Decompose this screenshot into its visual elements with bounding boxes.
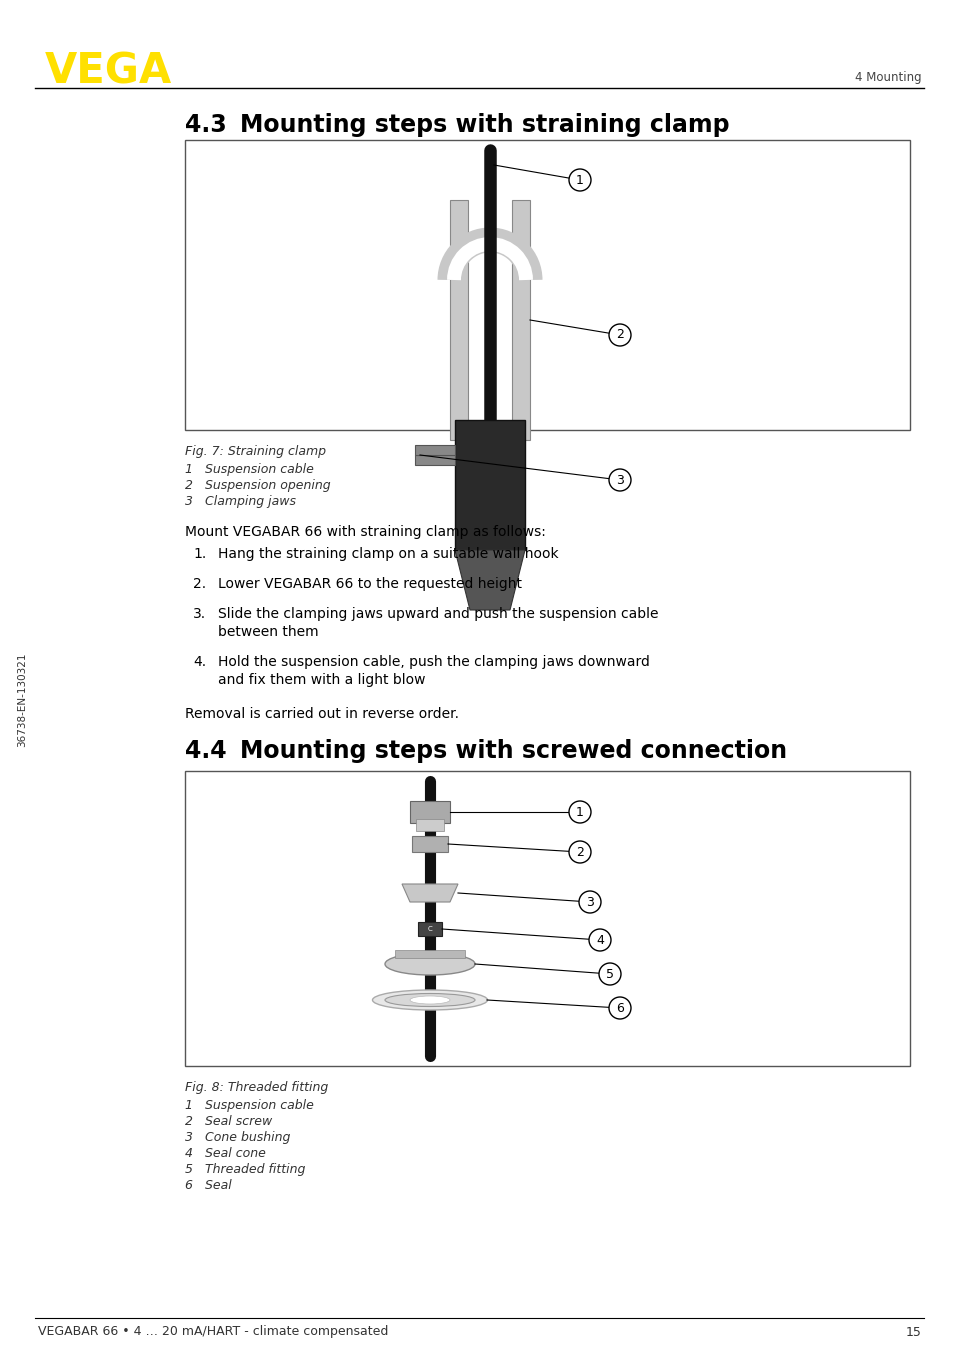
FancyBboxPatch shape [450,200,468,440]
Circle shape [608,997,630,1020]
FancyBboxPatch shape [415,445,455,455]
Ellipse shape [410,997,450,1005]
Circle shape [578,891,600,913]
Text: 3: 3 [616,474,623,486]
Text: Removal is carried out in reverse order.: Removal is carried out in reverse order. [185,707,458,720]
Circle shape [608,324,630,347]
Text: Mounting steps with straining clamp: Mounting steps with straining clamp [240,112,729,137]
Circle shape [568,802,590,823]
Text: 4: 4 [596,933,603,946]
Text: 2.: 2. [193,577,206,590]
Text: 4.3: 4.3 [185,112,227,137]
Text: 1: 1 [576,173,583,187]
Text: VEGA: VEGA [45,51,172,93]
Text: Hang the straining clamp on a suitable wall hook: Hang the straining clamp on a suitable w… [218,547,558,561]
Text: 1   Suspension cable: 1 Suspension cable [185,463,314,477]
Circle shape [568,169,590,191]
FancyBboxPatch shape [417,922,441,936]
Text: between them: between them [218,626,318,639]
FancyBboxPatch shape [416,819,443,831]
Text: 2   Suspension opening: 2 Suspension opening [185,479,331,492]
Text: 4   Seal cone: 4 Seal cone [185,1147,266,1160]
Text: 1.: 1. [193,547,206,561]
Ellipse shape [385,994,475,1006]
Text: 15: 15 [905,1326,921,1339]
Text: Mount VEGABAR 66 with straining clamp as follows:: Mount VEGABAR 66 with straining clamp as… [185,525,545,539]
Bar [185,139,909,431]
Bar [185,770,909,1066]
Circle shape [598,963,620,984]
Text: 3.: 3. [193,607,206,621]
Text: 1: 1 [576,806,583,819]
Text: 5   Threaded fitting: 5 Threaded fitting [185,1163,305,1177]
Text: 1   Suspension cable: 1 Suspension cable [185,1099,314,1112]
Text: Fig. 8: Threaded fitting: Fig. 8: Threaded fitting [185,1080,328,1094]
Text: 5: 5 [605,968,614,980]
Polygon shape [401,884,457,902]
Text: Lower VEGABAR 66 to the requested height: Lower VEGABAR 66 to the requested height [218,577,521,590]
FancyBboxPatch shape [410,802,450,823]
FancyBboxPatch shape [395,951,464,959]
Text: 2   Seal screw: 2 Seal screw [185,1114,272,1128]
FancyBboxPatch shape [412,835,448,852]
Text: 2: 2 [616,329,623,341]
Text: 6   Seal: 6 Seal [185,1179,232,1192]
Text: Hold the suspension cable, push the clamping jaws downward: Hold the suspension cable, push the clam… [218,655,649,669]
Text: 4.4: 4.4 [185,739,227,764]
Ellipse shape [385,953,475,975]
Text: 3   Clamping jaws: 3 Clamping jaws [185,496,295,508]
Text: Fig. 7: Straining clamp: Fig. 7: Straining clamp [185,445,326,458]
Text: 36738-EN-130321: 36738-EN-130321 [17,653,27,747]
Text: 6: 6 [616,1002,623,1014]
Circle shape [608,468,630,492]
FancyBboxPatch shape [512,200,530,440]
Text: 4.: 4. [193,655,206,669]
Text: 3   Cone bushing: 3 Cone bushing [185,1131,290,1144]
Text: VEGABAR 66 • 4 … 20 mA/HART - climate compensated: VEGABAR 66 • 4 … 20 mA/HART - climate co… [38,1326,388,1339]
Circle shape [568,841,590,862]
Text: Slide the clamping jaws upward and push the suspension cable: Slide the clamping jaws upward and push … [218,607,658,621]
Text: 4 Mounting: 4 Mounting [855,72,921,84]
Text: 3: 3 [585,895,594,909]
Circle shape [588,929,610,951]
Text: 2: 2 [576,845,583,858]
Text: C: C [427,926,432,932]
FancyBboxPatch shape [415,455,455,464]
Text: and fix them with a light blow: and fix them with a light blow [218,673,425,686]
Text: Mounting steps with screwed connection: Mounting steps with screwed connection [240,739,786,764]
Polygon shape [455,550,524,611]
FancyBboxPatch shape [455,420,524,550]
Ellipse shape [372,990,487,1010]
